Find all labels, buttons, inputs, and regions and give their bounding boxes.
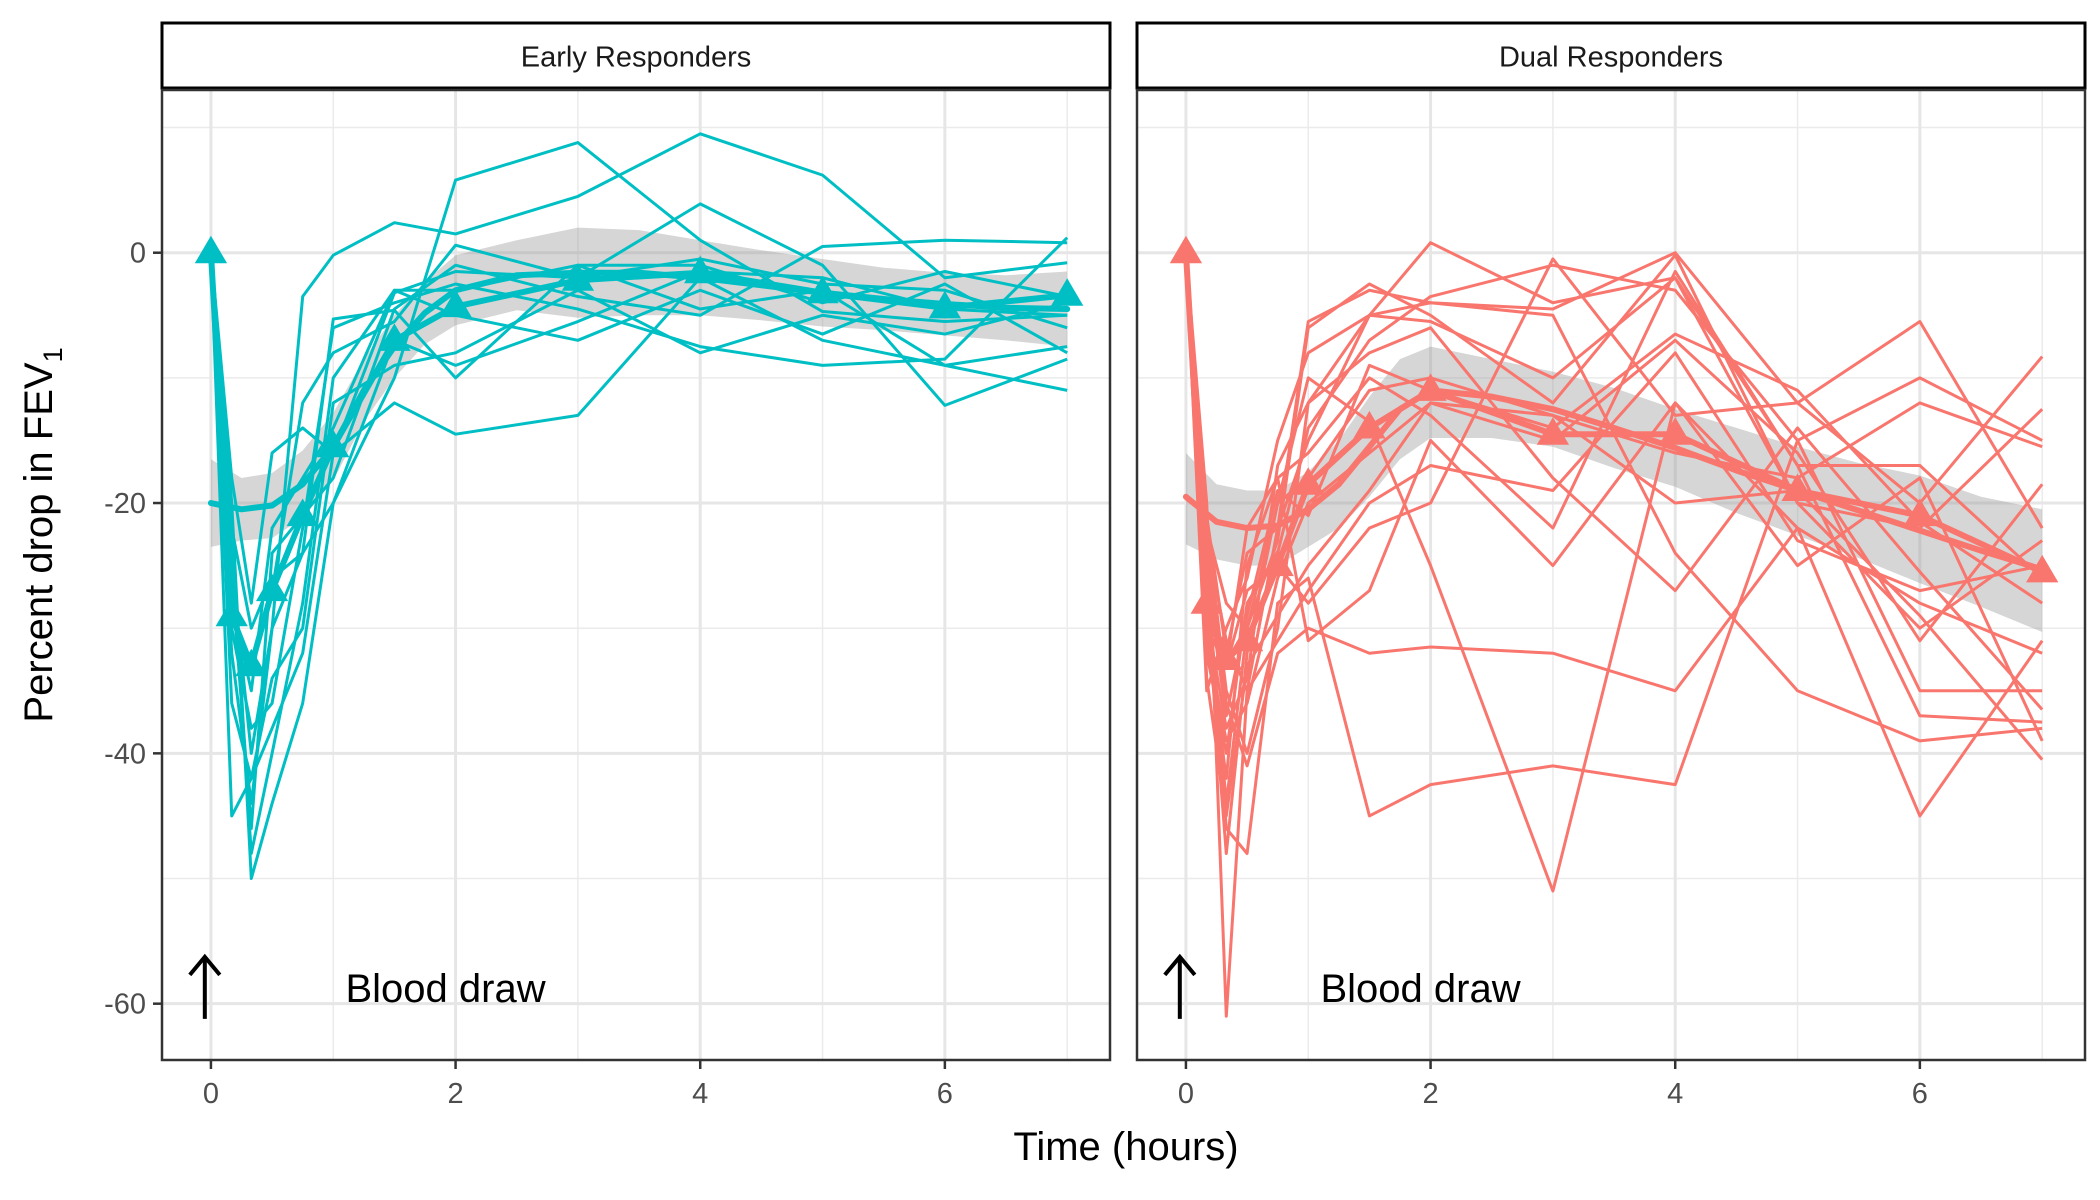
mean-point-triangle <box>255 573 289 602</box>
x-tick-label: 4 <box>1667 1078 1683 1110</box>
mean-point-triangle <box>1051 278 1084 306</box>
mean-point-triangle <box>1292 467 1325 495</box>
mean-point-triangle <box>1903 498 1937 527</box>
mean-point-triangle <box>1353 410 1386 439</box>
x-tick-label: 2 <box>1423 1078 1439 1110</box>
facet-strip <box>160 21 1112 90</box>
individual-line-1 <box>209 141 1068 881</box>
mean-point-triangle <box>215 598 248 627</box>
individual-line-6 <box>1184 252 2043 755</box>
confidence-ribbon <box>1185 346 2043 632</box>
mean-point-triangle <box>1781 473 1814 502</box>
y-axis-title: Percent drop in FEV1 <box>17 347 68 722</box>
mean-point-triangle <box>806 275 839 304</box>
mean-point-triangle <box>378 323 411 351</box>
blood-draw-arrow <box>1163 953 1197 1019</box>
x-axis-title: Time (hours) <box>1013 1125 1238 1169</box>
individual-line-11 <box>209 238 1068 830</box>
individual-line-8 <box>1184 252 2043 768</box>
facet-title: Dual Responders <box>1499 42 1723 74</box>
mean-point-triangle <box>1261 548 1294 577</box>
mean-point-triangle <box>1169 235 1203 264</box>
blood-draw-label: Blood draw <box>345 967 545 1011</box>
y-axis-title-subscript: 1 <box>38 347 68 362</box>
individual-line-4 <box>209 236 1069 730</box>
individual-line-18 <box>1184 252 2044 718</box>
x-tick-label: 2 <box>448 1078 464 1110</box>
smooth-line <box>1182 387 2046 573</box>
y-tick-label: -40 <box>104 738 146 770</box>
mean-point-triangle <box>439 289 472 318</box>
panel-early-responders: Early Responders Blood draw 0 2 4 6 0 -20 -40 -60 <box>104 21 1112 1110</box>
mean-point-triangle <box>1230 623 1264 652</box>
x-tick-label: 4 <box>692 1078 708 1110</box>
facet-strip <box>1135 21 2087 90</box>
panel-border <box>1135 88 2087 1062</box>
y-tick-label: -60 <box>104 989 146 1021</box>
mean-point-triangle <box>684 255 717 284</box>
mean-point-triangle <box>1414 373 1447 401</box>
mean-point-triangle <box>1536 417 1570 445</box>
mean-point-triangle <box>194 235 228 264</box>
individual-line-2 <box>209 132 1068 755</box>
y-tick-label: 0 <box>130 238 146 270</box>
x-tick-label: 6 <box>1912 1078 1928 1110</box>
mean-point-triangle <box>1210 642 1243 671</box>
individual-line-10 <box>209 252 1068 780</box>
y-axis-title-main: Percent drop in FEV <box>17 362 61 722</box>
blood-draw-arrow <box>188 953 222 1019</box>
mean-point-triangle <box>235 648 268 677</box>
mean-point-triangle <box>928 290 962 319</box>
panel-dual-responders: Dual Responders Blood draw 0 2 4 6 <box>1135 21 2087 1110</box>
mean-point-triangle <box>286 498 319 527</box>
x-tick-label: 0 <box>203 1078 219 1110</box>
individual-line-11 <box>1184 252 2044 730</box>
individual-line-14 <box>1184 252 2044 743</box>
gridlines <box>162 90 1110 1060</box>
mean-point-triangle <box>561 263 595 291</box>
mean-point-triangle <box>2026 554 2059 583</box>
mean-point-triangle <box>1659 417 1692 445</box>
smooth-line <box>207 269 1071 513</box>
x-tick-label: 0 <box>1178 1078 1194 1110</box>
individual-line-7 <box>1184 252 2044 805</box>
individual-line-17 <box>1184 252 2043 693</box>
individual-line-7 <box>209 252 1068 605</box>
mean-point-triangle <box>317 429 350 458</box>
y-tick-label: -20 <box>104 488 146 520</box>
panel-border <box>160 88 1112 1062</box>
mean-point-triangle <box>1190 586 1223 614</box>
blood-draw-label: Blood draw <box>1320 967 1520 1011</box>
x-tick-label: 6 <box>937 1078 953 1110</box>
facet-title: Early Responders <box>521 42 752 74</box>
